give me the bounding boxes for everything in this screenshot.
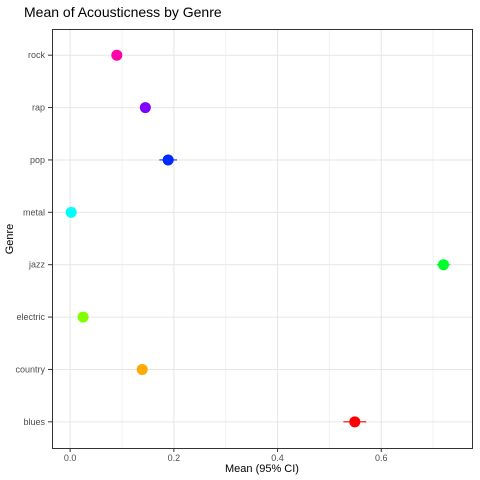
x-axis-title: Mean (95% CI) [225,463,299,475]
y-tick-label: jazz [28,260,46,270]
x-tick-label: 0.6 [375,453,388,463]
y-tick-label: rap [32,103,45,113]
x-axis-ticks: 0.0 0.2 0.4 0.6 [64,448,388,463]
chart-title: Mean of Acousticness by Genre [24,4,222,20]
x-tick-label: 0.4 [271,453,284,463]
y-tick-label: metal [23,207,45,217]
point-pop [162,154,174,166]
x-tick-label: 0.2 [168,453,181,463]
y-tick-label: pop [30,155,45,165]
point-rap [139,102,151,114]
point-jazz [437,259,449,271]
y-tick-label: blues [23,417,45,427]
point-electric [77,311,89,323]
confidence-intervals [70,54,451,423]
plot-panel [52,29,473,449]
data-points [65,49,449,428]
grid [52,29,472,448]
y-tick-label: country [15,364,45,374]
point-metal [65,206,77,218]
point-blues [349,416,361,428]
point-country [136,363,148,375]
x-tick-label: 0.0 [64,453,77,463]
point-rock [111,49,123,61]
y-tick-label: rock [28,50,46,60]
y-axis-ticks: blues country electric jazz metal pop rap rock [15,50,52,427]
y-axis-title: Genre [4,224,16,255]
y-tick-label: electric [16,312,45,322]
